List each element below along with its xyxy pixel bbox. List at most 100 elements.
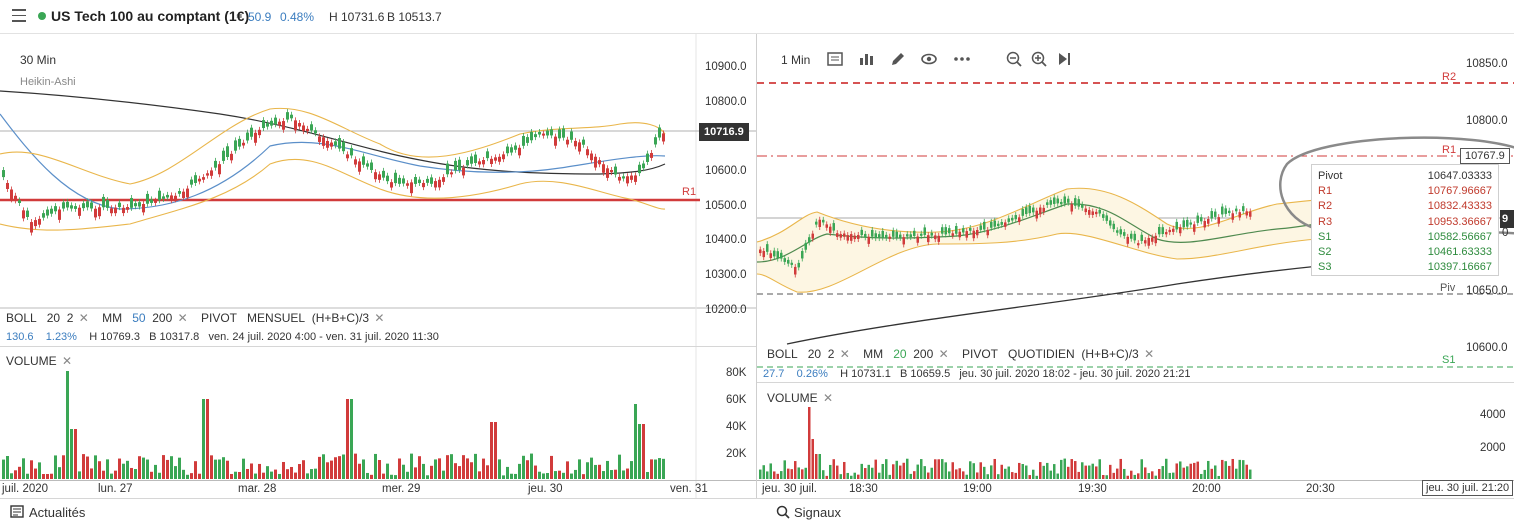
volume-bar — [962, 471, 965, 479]
candle-body — [70, 205, 73, 209]
candle-body — [1035, 210, 1038, 219]
candle-body — [542, 133, 545, 136]
candle-body — [438, 179, 441, 188]
candle-body — [38, 218, 41, 225]
left-price-tick: 10500.0 — [705, 200, 747, 212]
candle-body — [566, 139, 569, 145]
bar-chart-icon[interactable] — [857, 50, 875, 68]
eye-icon[interactable] — [920, 50, 938, 68]
candle-body — [1123, 232, 1126, 236]
volume-bar — [986, 474, 989, 479]
volume-bar — [895, 460, 898, 479]
volume-bar — [514, 473, 517, 479]
volume-bar — [202, 399, 205, 479]
pivot-row: R2 10832.43333 — [1318, 199, 1492, 214]
zoom-out-icon[interactable] — [1005, 50, 1023, 68]
candle-body — [1172, 228, 1175, 232]
candle-body — [948, 228, 951, 234]
left-boll-label[interactable]: BOLL — [6, 311, 37, 325]
candle-body — [846, 235, 849, 241]
zoom-in-icon[interactable] — [1030, 50, 1048, 68]
volume-bar — [836, 465, 839, 479]
candle-body — [1154, 235, 1157, 244]
left-mm-label[interactable]: MM — [102, 311, 123, 325]
volume-bar — [378, 460, 381, 479]
search-icon[interactable] — [776, 505, 790, 519]
candle-body — [1119, 229, 1122, 235]
candle-body — [1140, 234, 1143, 241]
candle-body — [1046, 202, 1049, 205]
volume-bar — [1063, 458, 1066, 479]
instrument-header: US Tech 100 au comptant (1€) 50.9 0.48% … — [0, 0, 1514, 34]
candle-body — [965, 231, 968, 238]
left-pivot-period: MENSUEL — [247, 311, 306, 325]
news-tab-label[interactable]: Actualités — [29, 505, 86, 520]
candle-body — [482, 160, 485, 165]
candle-body — [853, 235, 856, 240]
draw-pencil-icon[interactable] — [889, 50, 907, 68]
left-pivot-label[interactable]: PIVOT — [201, 311, 238, 325]
volume-bar — [74, 429, 77, 479]
volume-bar — [1200, 473, 1203, 479]
right-mm-fast: 20 — [893, 347, 907, 361]
right-timeframe-selector[interactable]: 1 Min — [781, 53, 811, 67]
candle-body — [122, 207, 125, 214]
candle-body — [1221, 206, 1224, 215]
candle-body — [941, 227, 944, 234]
candle-body — [358, 161, 361, 172]
volume-bar — [138, 456, 141, 479]
candle-body — [1158, 226, 1161, 235]
left-timeframe-selector[interactable]: 30 Min — [20, 53, 57, 67]
close-icon[interactable]: ✕ — [62, 354, 73, 368]
volume-bar — [130, 467, 133, 479]
candle-body — [450, 172, 453, 175]
volume-bar — [58, 467, 61, 479]
right-pivot-label-ind[interactable]: PIVOT — [962, 347, 999, 361]
chart-type-icon[interactable] — [826, 50, 844, 68]
candle-body — [1084, 208, 1087, 213]
candle-body — [780, 252, 783, 259]
volume-bar — [558, 470, 561, 479]
volume-bar — [118, 458, 121, 479]
pivot-row: R3 10953.36667 — [1318, 215, 1492, 230]
volume-bar — [1224, 461, 1227, 479]
volume-bar — [394, 475, 397, 479]
volume-bar — [330, 460, 333, 479]
candle-body — [850, 234, 853, 241]
candle-body — [202, 177, 205, 180]
signals-tab-label[interactable]: Signaux — [794, 505, 841, 520]
volume-bar — [102, 470, 105, 479]
close-icon[interactable]: ✕ — [177, 311, 188, 325]
candle-body — [410, 182, 413, 194]
candle-body — [14, 195, 17, 201]
candle-body — [398, 177, 401, 184]
volume-bar — [1098, 459, 1101, 479]
close-icon[interactable]: ✕ — [1144, 347, 1155, 361]
volume-bar — [506, 466, 509, 479]
more-icon[interactable] — [953, 50, 971, 68]
candle-body — [214, 160, 217, 168]
left-chart-canvas[interactable] — [0, 34, 756, 498]
right-s1-label: S1 — [1442, 354, 1456, 366]
close-icon[interactable]: ✕ — [839, 347, 850, 361]
close-icon[interactable]: ✕ — [823, 391, 834, 405]
candle-body — [654, 137, 657, 145]
pivot-row: S2 10461.63333 — [1318, 245, 1492, 260]
close-icon[interactable]: ✕ — [374, 311, 385, 325]
pane-divider[interactable] — [756, 34, 757, 498]
close-icon[interactable]: ✕ — [78, 311, 89, 325]
newspaper-icon[interactable] — [10, 505, 24, 518]
right-mm-label[interactable]: MM — [863, 347, 884, 361]
right-info-change: 27.7 — [763, 368, 785, 380]
instrument-title[interactable]: US Tech 100 au comptant (1€) — [51, 8, 250, 24]
close-icon[interactable]: ✕ — [938, 347, 949, 361]
volume-bar — [274, 469, 277, 479]
candle-body — [1056, 198, 1059, 204]
play-forward-icon[interactable] — [1055, 50, 1073, 68]
right-boll-label[interactable]: BOLL — [767, 347, 798, 361]
candle-body — [598, 160, 601, 165]
candle-body — [916, 236, 919, 243]
volume-bar — [1025, 465, 1028, 479]
candle-body — [18, 200, 21, 204]
hamburger-menu-icon[interactable] — [12, 9, 26, 23]
